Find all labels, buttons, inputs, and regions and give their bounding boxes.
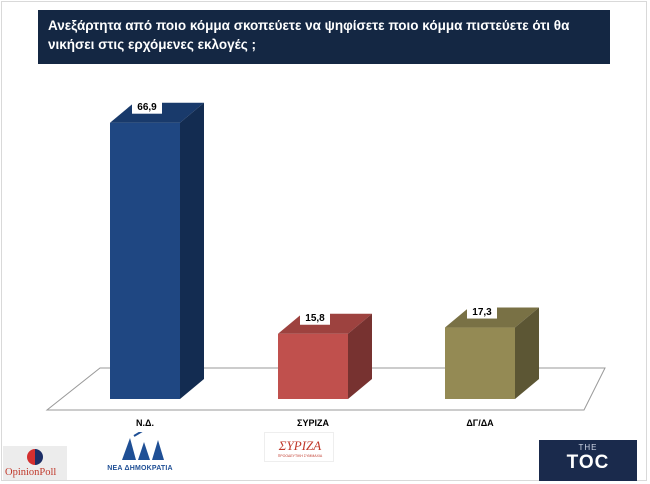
bar-front-2	[445, 327, 515, 399]
data-label-box-2	[467, 303, 497, 319]
the-toc-logo-the: THE	[578, 443, 598, 452]
category-label-2: ΔΓ/ΔΑ	[466, 418, 494, 428]
opinion-poll-logo: OpinionPoll	[3, 446, 67, 480]
nd-party-logo: ΝΕΑ ΔΗΜΟΚΡΑΤΙΑ	[100, 429, 180, 472]
syriza-logo-subtext: ΠΡΟΟΔΕΥΤΙΚΗ ΣΥΜΜΑΧΙΑ	[277, 454, 323, 458]
bar-side-0	[180, 102, 204, 399]
bars-group: 66,9 15,8 17,3	[110, 98, 539, 399]
data-label-box-0	[132, 98, 162, 114]
bar-side-2	[515, 307, 539, 399]
opinion-poll-text: OpinionPoll	[5, 467, 57, 478]
data-label-0: 66,9	[137, 102, 157, 113]
bar-front-1	[278, 333, 348, 399]
bar-side-1	[348, 313, 372, 399]
data-label-1: 15,8	[305, 313, 325, 324]
category-label-1: ΣΥΡΙΖΑ	[297, 418, 329, 428]
chart-floor	[45, 367, 606, 411]
nd-party-name: ΝΕΑ ΔΗΜΟΚΡΑΤΙΑ	[107, 465, 173, 472]
data-label-2: 17,3	[472, 307, 492, 318]
the-toc-logo-main: TOC	[566, 452, 610, 473]
syriza-logo: ΣΥΡΙΖΑ ΠΡΟΟΔΕΥΤΙΚΗ ΣΥΜΜΑΧΙΑ	[264, 432, 334, 462]
category-label-0: Ν.Δ.	[136, 418, 154, 428]
nd-emblem-icon	[122, 429, 164, 460]
bar-front-0	[110, 122, 180, 399]
chart-title: Ανεξάρτητα από ποιο κόμμα σκοπεύετε να ψ…	[38, 10, 610, 64]
opinion-poll-circle-icon	[27, 449, 43, 465]
syriza-logo-text: ΣΥΡΙΖΑ	[278, 438, 322, 453]
the-toc-logo: THE TOC	[539, 440, 637, 481]
data-label-box-1	[300, 309, 330, 325]
